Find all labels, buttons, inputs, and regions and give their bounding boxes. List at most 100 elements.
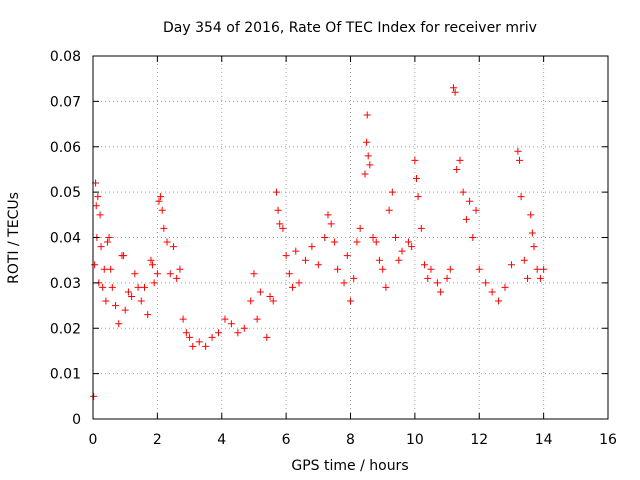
y-axis-title: ROTI / TECUs — [6, 192, 22, 284]
data-point — [103, 238, 111, 246]
data-point — [221, 315, 229, 323]
data-point — [295, 279, 303, 287]
data-point — [141, 283, 148, 291]
data-point — [166, 270, 174, 278]
data-point — [366, 161, 374, 169]
axis-ticks — [92, 55, 609, 420]
x-tick-label: 0 — [89, 432, 98, 448]
data-point — [392, 234, 400, 241]
data-point — [124, 288, 132, 296]
data-point — [282, 252, 290, 260]
data-point — [160, 224, 168, 232]
data-point — [462, 215, 470, 223]
data-point — [269, 297, 277, 305]
data-point — [227, 320, 235, 328]
data-point — [272, 188, 280, 196]
data-point — [158, 206, 166, 214]
data-point — [157, 193, 165, 201]
data-point — [382, 283, 390, 291]
data-point — [149, 261, 157, 269]
data-point — [375, 256, 383, 264]
data-point — [91, 261, 99, 269]
data-point — [96, 211, 104, 219]
data-point — [475, 265, 483, 273]
data-point — [472, 206, 480, 214]
data-point — [411, 156, 419, 164]
x-tick-label: 2 — [153, 432, 162, 448]
y-tick-label: 0.01 — [50, 367, 81, 383]
data-point — [292, 247, 300, 255]
data-point — [250, 270, 258, 278]
data-point — [137, 297, 145, 305]
data-point — [412, 175, 420, 183]
data-point — [469, 234, 477, 241]
data-point — [459, 188, 467, 196]
data-point — [173, 274, 181, 282]
data-point — [314, 261, 322, 269]
data-point — [195, 338, 203, 346]
data-point — [327, 220, 335, 228]
data-point — [100, 265, 108, 273]
data-point — [340, 279, 348, 287]
data-point — [97, 243, 105, 251]
data-point — [253, 315, 261, 323]
data-point — [176, 265, 184, 273]
x-tick-label: 6 — [282, 432, 291, 448]
data-point — [453, 165, 461, 173]
data-point — [94, 193, 102, 201]
data-point — [128, 292, 136, 300]
y-tick-label: 0.02 — [50, 321, 81, 337]
x-axis-title: GPS time / hours — [291, 458, 408, 474]
data-point — [398, 247, 406, 255]
y-tick-label: 0.07 — [50, 94, 81, 110]
data-point — [134, 283, 142, 291]
data-point — [112, 302, 120, 310]
data-point — [105, 234, 113, 241]
data-point — [263, 333, 271, 341]
data-point — [274, 206, 282, 214]
x-tick-label: 8 — [346, 432, 355, 448]
x-tick-label: 4 — [217, 432, 226, 448]
data-point — [515, 156, 523, 164]
data-point — [308, 243, 316, 251]
data-point — [421, 261, 429, 269]
data-point — [533, 265, 541, 273]
data-points — [90, 84, 548, 400]
data-point — [388, 188, 396, 196]
data-point — [369, 234, 377, 241]
data-point — [356, 224, 364, 232]
data-point — [517, 193, 525, 201]
x-tick-labels: 0 2 4 6 8 10 12 14 16 — [89, 432, 617, 448]
data-point — [520, 256, 528, 264]
y-tick-labels: 0 0.01 0.02 0.03 0.04 0.05 0.06 0.07 0.08 — [50, 49, 81, 428]
data-point — [301, 256, 309, 264]
data-point — [353, 238, 361, 246]
data-point — [169, 243, 177, 251]
data-point — [501, 283, 509, 291]
data-point — [256, 288, 264, 296]
data-point — [324, 211, 332, 219]
data-point — [363, 138, 371, 146]
data-point — [482, 279, 490, 287]
data-point — [155, 197, 163, 205]
data-point — [433, 279, 441, 287]
data-point — [527, 211, 535, 219]
y-tick-label: 0.03 — [50, 276, 81, 292]
data-point — [186, 333, 194, 341]
data-point — [466, 197, 474, 205]
data-point — [120, 252, 128, 260]
data-point — [372, 238, 380, 246]
grid-lines — [93, 56, 608, 419]
data-point — [202, 342, 210, 350]
data-point — [215, 329, 223, 337]
data-point — [528, 229, 536, 237]
y-tick-label: 0.05 — [50, 185, 81, 201]
data-point — [347, 297, 354, 305]
y-tick-label: 0.08 — [50, 49, 81, 65]
data-point — [514, 147, 522, 155]
data-point — [361, 170, 369, 178]
y-tick-label: 0.06 — [50, 140, 81, 156]
data-point — [247, 297, 255, 305]
data-point — [334, 265, 342, 273]
data-point — [153, 270, 161, 278]
